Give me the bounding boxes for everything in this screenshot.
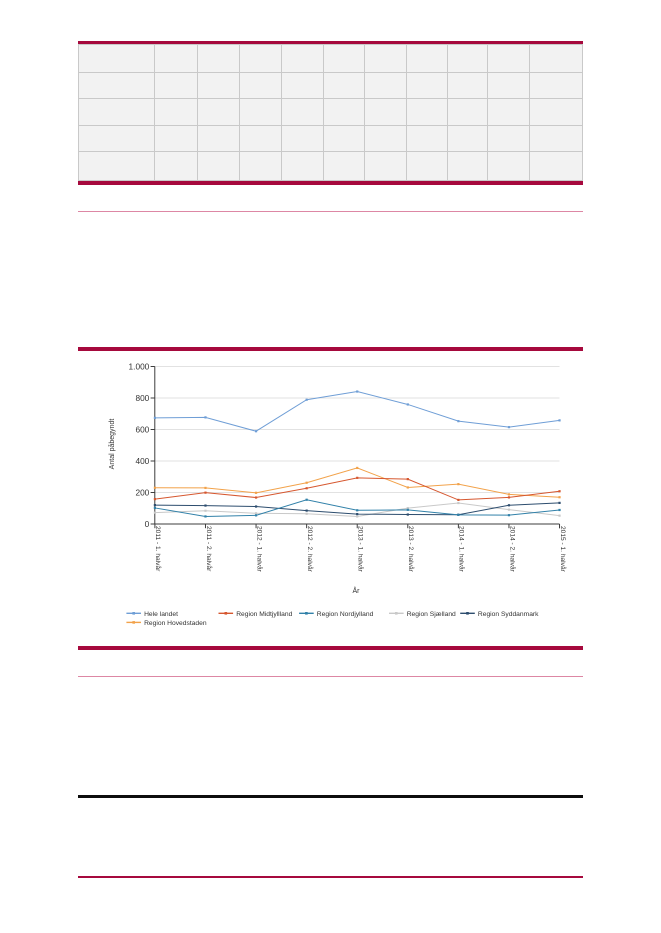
svg-text:2011 - 1. halvår: 2011 - 1. halvår [154, 526, 162, 572]
svg-text:1.000: 1.000 [129, 361, 150, 371]
svg-text:Antal påbegyndt: Antal påbegyndt [108, 419, 116, 470]
svg-text:Region Syddanmark: Region Syddanmark [478, 611, 539, 618]
svg-text:200: 200 [135, 487, 149, 497]
svg-text:2013 - 2. halvår: 2013 - 2. halvår [407, 526, 415, 573]
svg-text:2012 - 2. halvår: 2012 - 2. halvår [306, 526, 314, 573]
svg-text:Region Nordjylland: Region Nordjylland [317, 611, 374, 618]
svg-text:Region Hovedstaden: Region Hovedstaden [144, 620, 207, 627]
svg-text:600: 600 [135, 424, 149, 434]
svg-text:2012 - 1. halvår: 2012 - 1. halvår [255, 526, 263, 573]
svg-text:2015 - 1. halvår: 2015 - 1. halvår [559, 526, 567, 573]
svg-text:2014 - 1. halvår: 2014 - 1. halvår [458, 526, 466, 573]
svg-text:Region Midtjyllland: Region Midtjyllland [236, 611, 292, 618]
svg-text:800: 800 [135, 393, 149, 403]
svg-text:Hele landet: Hele landet [144, 611, 178, 618]
svg-text:2013 - 1. halvår: 2013 - 1. halvår [357, 526, 365, 573]
svg-text:2011 - 2. halvår: 2011 - 2. halvår [205, 526, 213, 572]
svg-text:400: 400 [135, 456, 149, 466]
svg-text:Region Sjælland: Region Sjælland [407, 611, 456, 618]
svg-text:0: 0 [145, 519, 150, 529]
svg-text:2014 - 2. halvår: 2014 - 2. halvår [508, 526, 516, 573]
svg-text:År: År [353, 586, 361, 595]
